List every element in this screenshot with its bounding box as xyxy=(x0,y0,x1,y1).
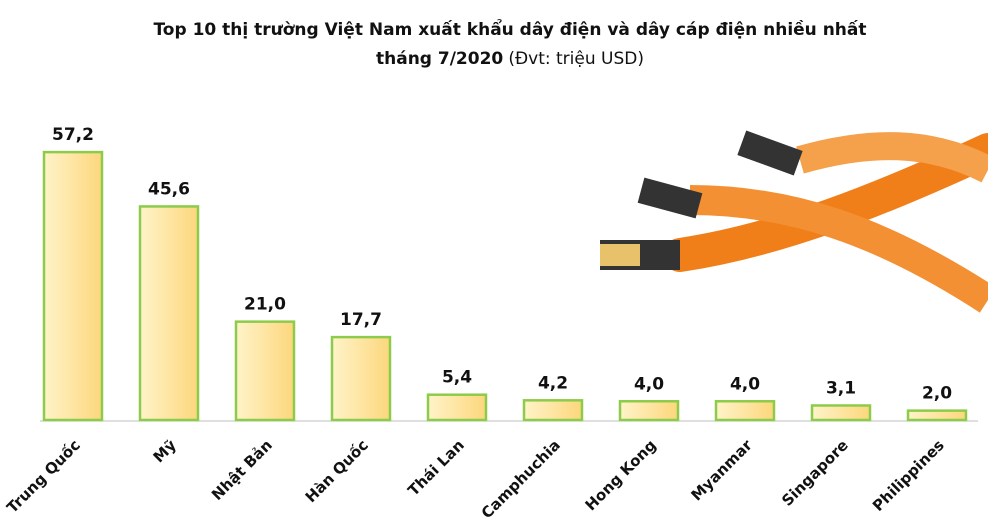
cable-illustration xyxy=(600,130,988,313)
bar xyxy=(42,150,104,422)
x-tick-label: Myanmar xyxy=(687,436,756,505)
bar xyxy=(330,335,392,422)
value-label: 4,0 xyxy=(730,374,760,394)
x-tick-label: Trung Quốc xyxy=(3,435,84,516)
bar xyxy=(426,393,488,422)
bar xyxy=(618,400,680,422)
value-label: 4,0 xyxy=(634,374,664,394)
x-tick-label: Camphuchia xyxy=(478,436,564,522)
chart-title: Top 10 thị trường Việt Nam xuất khẩu dây… xyxy=(153,18,866,40)
bar xyxy=(234,320,296,422)
bar xyxy=(714,400,776,422)
value-label: 4,2 xyxy=(538,373,568,393)
x-tick-label: Singapore xyxy=(778,436,852,510)
value-label: 17,7 xyxy=(340,310,382,330)
chart-subtitle-line: tháng 7/2020 (Đvt: triệu USD) xyxy=(376,49,644,69)
value-label: 21,0 xyxy=(244,295,286,315)
x-tick-label: Mỹ xyxy=(150,436,180,466)
value-label: 3,1 xyxy=(826,378,856,398)
x-tick-label: Philippines xyxy=(869,436,948,515)
unit: (Đvt: triệu USD) xyxy=(508,49,644,69)
x-tick-label: Hong Kong xyxy=(582,436,660,514)
bar xyxy=(810,404,872,422)
title-line2: tháng 7/2020 xyxy=(376,49,503,69)
value-label: 2,0 xyxy=(922,384,952,404)
x-tick-label: Thái Lan xyxy=(404,436,467,499)
bar xyxy=(906,409,968,422)
value-label: 57,2 xyxy=(52,125,94,145)
x-tick-label: Nhật Bản xyxy=(208,436,276,504)
x-tick-label: Hàn Quốc xyxy=(301,435,372,506)
bar xyxy=(138,205,200,422)
value-label: 45,6 xyxy=(148,179,190,199)
value-label: 5,4 xyxy=(442,368,472,388)
bar xyxy=(522,399,584,422)
